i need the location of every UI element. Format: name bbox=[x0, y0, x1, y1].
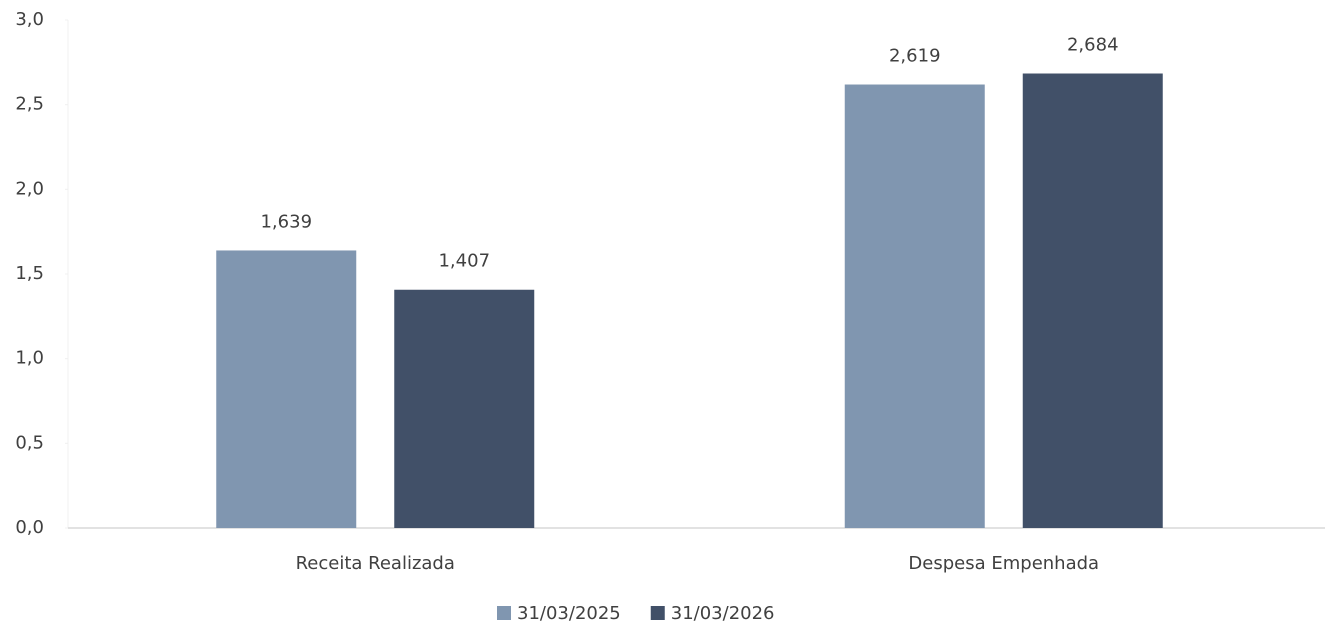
value-label: 1,407 bbox=[438, 251, 490, 272]
y-tick-label: 2,5 bbox=[15, 94, 44, 115]
value-label: 2,684 bbox=[1067, 35, 1119, 56]
y-tick-label: 3,0 bbox=[15, 9, 44, 30]
legend-swatch bbox=[497, 606, 511, 620]
value-label: 1,639 bbox=[260, 211, 312, 232]
bar bbox=[216, 250, 357, 529]
y-tick-label: 2,0 bbox=[15, 178, 44, 199]
bar bbox=[844, 84, 985, 529]
legend-swatch bbox=[650, 606, 665, 620]
legend-label: 31/03/2026 bbox=[671, 603, 775, 624]
y-tick-label: 0,0 bbox=[15, 517, 44, 538]
x-tick-label: Receita Realizada bbox=[296, 553, 455, 574]
value-label: 2,619 bbox=[889, 46, 941, 67]
y-tick-label: 1,5 bbox=[15, 263, 44, 284]
y-tick-label: 1,0 bbox=[15, 348, 44, 369]
bar bbox=[1022, 73, 1163, 528]
bar bbox=[394, 289, 535, 528]
x-tick-label: Despesa Empenhada bbox=[908, 553, 1099, 574]
legend-label: 31/03/2025 bbox=[517, 603, 621, 624]
y-tick-label: 0,5 bbox=[15, 432, 44, 453]
